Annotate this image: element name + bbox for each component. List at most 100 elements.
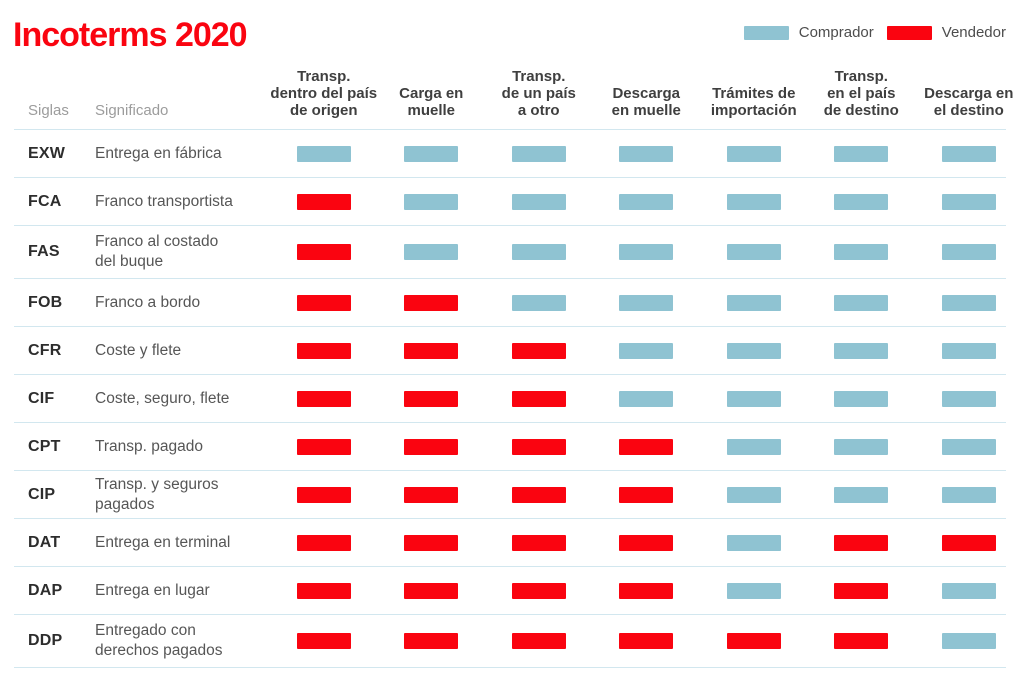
responsibility-cell: [378, 534, 486, 551]
incoterm-code: FCA: [28, 192, 62, 210]
table-row-fas: FAS Franco al costado del buque: [14, 226, 1006, 279]
responsibility-cell: [700, 145, 808, 162]
responsibility-cell: [808, 342, 916, 359]
responsibility-cell: [270, 486, 378, 503]
responsibility-cell: [808, 390, 916, 407]
responsibility-cell: [270, 342, 378, 359]
responsibility-cell: [593, 633, 701, 649]
responsibility-cell: [808, 145, 916, 162]
table-row-fca: FCA Franco transportista: [14, 178, 1006, 226]
responsibility-cell: [915, 342, 1023, 359]
column-header-3: Transp. de un país a otro: [501, 68, 576, 119]
comprador-bar: [619, 145, 674, 162]
comprador-swatch: [743, 25, 789, 40]
responsibility-cell: [915, 145, 1023, 162]
responsibility-cell: [593, 534, 701, 551]
incoterm-code: DAP: [28, 581, 63, 599]
vendedor-bar: [619, 486, 674, 503]
responsibility-cell: [378, 193, 486, 210]
legend: Comprador Vendedor: [743, 24, 1006, 41]
responsibility-cell: [485, 582, 593, 599]
vendedor-bar: [404, 294, 459, 311]
comprador-bar: [726, 342, 781, 359]
vendedor-bar: [296, 582, 351, 599]
table-row-cif: CIF Coste, seguro, flete: [14, 375, 1006, 423]
vendedor-swatch: [886, 25, 932, 40]
comprador-bar: [726, 193, 781, 210]
incoterm-meaning: Coste, seguro, flete: [95, 389, 230, 407]
responsibility-cell: [485, 633, 593, 649]
vendedor-bar: [619, 534, 674, 551]
table-body: EXW Entrega en fábrica FCA Franco transport…: [14, 130, 1006, 668]
responsibility-cell: [270, 294, 378, 311]
comprador-bar: [726, 582, 781, 599]
column-header-6: Transp. en el país de destino: [823, 68, 899, 119]
responsibility-cell: [593, 342, 701, 359]
responsibility-cell: [593, 582, 701, 599]
vendedor-bar: [296, 486, 351, 503]
responsibility-cell: [915, 486, 1023, 503]
comprador-bar: [834, 145, 889, 162]
vendedor-label: Vendedor: [941, 24, 1006, 41]
vendedor-bar: [404, 438, 459, 455]
column-header-4: Descarga en muelle: [611, 85, 681, 119]
responsibility-cell: [378, 342, 486, 359]
page-title: Incoterms 2020: [13, 16, 248, 54]
responsibility-cell: [378, 244, 486, 260]
responsibility-cell: [700, 193, 808, 210]
responsibility-cell: [270, 145, 378, 162]
responsibility-cell: [915, 193, 1023, 210]
vendedor-bar: [404, 534, 459, 551]
comprador-bar: [404, 193, 459, 210]
incoterm-code: FAS: [28, 243, 60, 260]
responsibility-cell: [270, 438, 378, 455]
responsibility-cell: [270, 534, 378, 551]
responsibility-cell: [700, 486, 808, 503]
table-row-cpt: CPT Transp. pagado: [14, 423, 1006, 471]
comprador-bar: [726, 244, 781, 260]
comprador-bar: [511, 294, 566, 311]
responsibility-cell: [378, 438, 486, 455]
comprador-bar: [941, 390, 996, 407]
comprador-bar: [726, 486, 781, 503]
incoterm-meaning: Transp. pagado: [95, 437, 204, 455]
table-row-dap: DAP Entrega en lugar: [14, 567, 1006, 615]
comprador-bar: [726, 145, 781, 162]
vendedor-bar: [619, 582, 674, 599]
responsibility-cell: [485, 534, 593, 551]
comprador-bar: [404, 145, 459, 162]
vendedor-bar: [404, 486, 459, 503]
responsibility-cell: [808, 486, 916, 503]
comprador-bar: [619, 342, 674, 359]
comprador-bar: [941, 193, 996, 210]
comprador-bar: [941, 633, 996, 649]
vendedor-bar: [511, 582, 566, 599]
responsibility-cell: [915, 633, 1023, 649]
responsibility-cell: [485, 342, 593, 359]
responsibility-cell: [915, 390, 1023, 407]
responsibility-cell: [378, 145, 486, 162]
responsibility-cell: [378, 582, 486, 599]
significado-column-header: Significado: [95, 102, 169, 119]
vendedor-bar: [296, 193, 351, 210]
incoterm-code: CPT: [28, 437, 61, 455]
vendedor-bar: [511, 633, 566, 649]
comprador-bar: [941, 438, 996, 455]
responsibility-cell: [700, 244, 808, 260]
responsibility-cell: [808, 193, 916, 210]
responsibility-cell: [915, 438, 1023, 455]
responsibility-cell: [808, 244, 916, 260]
responsibility-cell: [700, 342, 808, 359]
comprador-bar: [834, 390, 889, 407]
responsibility-cell: [485, 438, 593, 455]
vendedor-bar: [511, 486, 566, 503]
comprador-bar: [941, 582, 996, 599]
incoterms-table: Siglas Significado Transp. dentro del pa…: [14, 60, 1013, 668]
responsibility-cell: [593, 486, 701, 503]
incoterm-meaning: Entregado con derechos pagados: [95, 622, 223, 659]
responsibility-cell: [700, 534, 808, 551]
comprador-bar: [941, 294, 996, 311]
responsibility-cell: [270, 582, 378, 599]
incoterm-code: DAT: [28, 533, 61, 551]
table-row-dat: DAT Entrega en terminal: [14, 519, 1006, 567]
